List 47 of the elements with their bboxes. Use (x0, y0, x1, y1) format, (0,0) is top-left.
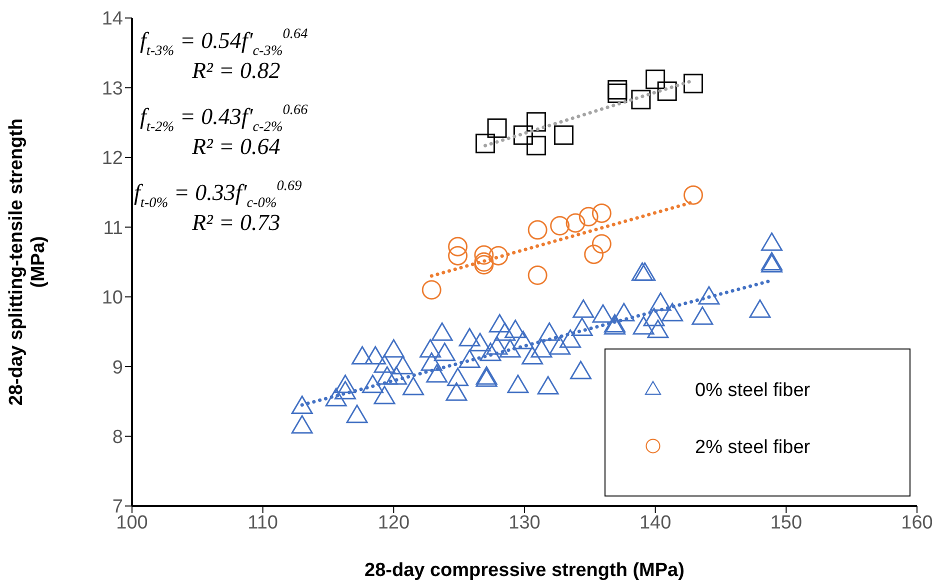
annotation: R² = 0.73 (191, 210, 280, 235)
y-tick-label: 10 (102, 288, 123, 309)
x-axis-title: 28-day compressive strength (MPa) (364, 560, 684, 581)
y-tick-label: 12 (102, 148, 123, 170)
point (550, 216, 570, 236)
point (657, 81, 677, 101)
point (448, 236, 468, 256)
point (578, 206, 598, 226)
point (684, 185, 704, 205)
point (646, 70, 666, 90)
y-tick-label: 14 (102, 8, 124, 30)
point (631, 90, 651, 110)
y-tick-label: 13 (102, 78, 123, 100)
point (487, 118, 507, 138)
point (608, 84, 628, 104)
point (488, 246, 508, 266)
y-tick-label: 8 (112, 427, 123, 448)
x-tick-label: 150 (770, 512, 802, 534)
legend-label: 0% steel fiber (695, 380, 811, 401)
legend-label: 2% steel fiber (695, 437, 811, 458)
point (513, 125, 533, 145)
point (476, 134, 495, 154)
annotation: R² = 0.64 (191, 134, 280, 159)
point (526, 136, 546, 156)
x-tick-label: 100 (116, 512, 148, 534)
point (528, 265, 548, 285)
point (592, 203, 612, 223)
annotation: R² = 0.82 (191, 58, 280, 83)
point (584, 244, 604, 264)
x-tick-label: 110 (248, 512, 278, 534)
y-tick-label: 9 (112, 357, 123, 378)
point (422, 280, 442, 300)
y-tick-label: 11 (103, 218, 123, 239)
point (526, 112, 546, 132)
x-tick-label: 140 (639, 512, 672, 534)
point (554, 125, 574, 145)
x-tick-label: 160 (901, 512, 933, 534)
point (608, 80, 628, 100)
x-tick-label: 130 (508, 512, 540, 534)
point (684, 74, 704, 94)
y-axis-title: 28-day splitting-tensile strength (MPa) (6, 118, 49, 406)
point (528, 220, 548, 240)
point (448, 246, 468, 266)
point (592, 234, 612, 254)
point (566, 213, 586, 233)
point (474, 245, 494, 265)
x-tick-label: 120 (378, 512, 410, 534)
